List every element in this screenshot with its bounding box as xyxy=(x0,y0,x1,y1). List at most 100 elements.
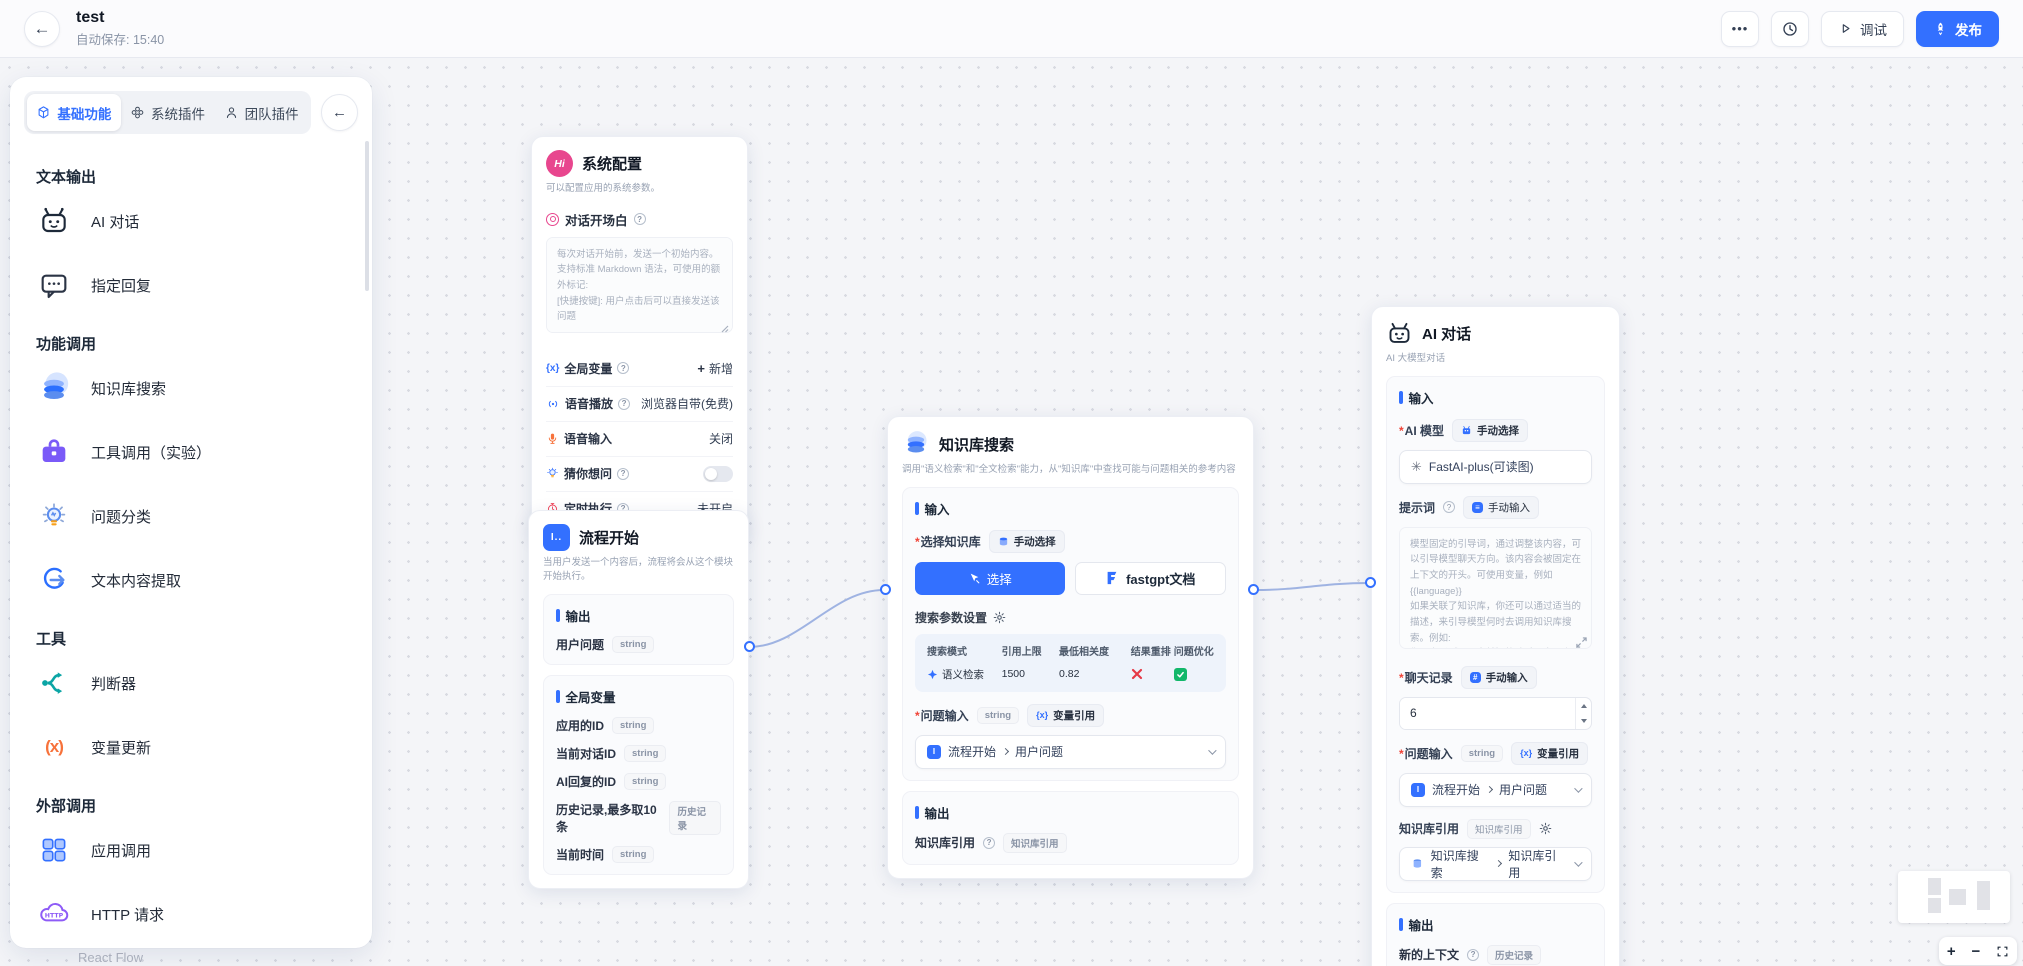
section-bar xyxy=(556,689,560,703)
section-title: 输出 xyxy=(1408,918,1434,933)
question-icon[interactable]: ? xyxy=(633,213,646,226)
question-icon[interactable]: ? xyxy=(1443,501,1456,514)
minimap-node xyxy=(1928,898,1941,913)
more-button[interactable]: ••• xyxy=(1721,10,1759,47)
module-item-tool-call[interactable]: 工具调用（实验） xyxy=(36,420,346,484)
flow-start-mini-icon: I xyxy=(1411,782,1425,797)
variable-ref-label: 变量引用 xyxy=(1053,709,1096,722)
panel-scrollbar[interactable] xyxy=(365,141,369,291)
node-header: AI 对话 xyxy=(1386,320,1605,347)
search-mode-value: 语义检索 xyxy=(942,668,984,681)
voice-input-value[interactable]: 关闭 xyxy=(708,432,733,447)
handle-dataset-search-source[interactable] xyxy=(1248,584,1259,595)
plugin-icon xyxy=(131,106,144,119)
tab-team-plugins[interactable]: 团队插件 xyxy=(214,94,308,131)
node-subtitle: 可以配置应用的系统参数。 xyxy=(546,183,661,194)
stepper-up-button[interactable] xyxy=(1576,698,1591,714)
module-item-http-request[interactable]: HTTP HTTP 请求 xyxy=(36,882,346,946)
handle-dataset-search-target[interactable] xyxy=(880,584,891,595)
global-row: 当前时间 string xyxy=(556,845,721,863)
tts-value[interactable]: 浏览器自带(免费) xyxy=(641,397,733,412)
variable-ref-chip[interactable]: {x} 变量引用 xyxy=(1511,741,1589,765)
minimap-node xyxy=(1928,878,1941,895)
choose-dataset-button[interactable]: 选择 xyxy=(915,561,1065,595)
resize-handle-icon[interactable] xyxy=(719,323,729,333)
history-count-input[interactable] xyxy=(1400,697,1575,729)
edge-dataset-search-to-ai-chat[interactable] xyxy=(1255,582,1370,591)
topbar-actions: ••• 调试 发布 xyxy=(1721,10,1999,47)
expand-icon[interactable] xyxy=(1576,637,1587,648)
stepper-down-button[interactable] xyxy=(1576,713,1591,729)
module-item-variable-update[interactable]: (x) 变量更新 xyxy=(36,715,346,779)
tab-label: 系统插件 xyxy=(151,106,205,122)
node-dataset-search[interactable]: 知识库搜索 调用"语义检索"和"全文检索"能力，从"知识库"中查找可能与问题相关… xyxy=(887,416,1254,879)
question-icon[interactable]: ? xyxy=(983,836,996,849)
add-variable-button[interactable]: + 新增 xyxy=(697,360,733,377)
prompt-textarea[interactable] xyxy=(1399,526,1592,649)
module-panel: 基础功能 系统插件 团队插件 xyxy=(10,77,372,948)
handle-flow-start-source[interactable] xyxy=(744,641,755,652)
node-ai-chat[interactable]: AI 对话 AI 大模型对话 输入 *AI 模型 手 xyxy=(1371,306,1620,966)
collapse-panel-button[interactable]: ← xyxy=(321,94,358,131)
limit-cell: 1500 xyxy=(1001,668,1025,681)
node-system-config[interactable]: Hi 系统配置 可以配置应用的系统参数。 对话开场白 ? {x} 全局 xyxy=(531,136,748,540)
gear-icon[interactable] xyxy=(1539,822,1552,835)
quote-source-select[interactable]: 知识库搜索 知识库引用 xyxy=(1399,846,1592,881)
module-item-app-call[interactable]: 应用调用 xyxy=(36,818,346,882)
question-icon[interactable]: ? xyxy=(617,467,630,480)
module-item-ai-chat[interactable]: AI 对话 xyxy=(36,189,346,253)
section-title: 输入 xyxy=(924,502,950,517)
manual-select-chip[interactable]: 手动选择 xyxy=(988,529,1065,553)
col-header: 引用上限 xyxy=(1001,646,1042,658)
question-guide-toggle[interactable] xyxy=(703,465,733,482)
fit-view-button[interactable] xyxy=(1996,945,2009,958)
history-button[interactable] xyxy=(1771,10,1809,47)
module-item-condition[interactable]: 判断器 xyxy=(36,651,346,715)
module-item-label: 变量更新 xyxy=(91,739,152,757)
module-list: 文本输出 AI 对话 xyxy=(10,144,372,948)
module-item-question-classify[interactable]: 问题分类 xyxy=(36,484,346,548)
welcome-textarea[interactable] xyxy=(546,236,733,333)
module-item-dataset-search[interactable]: 知识库搜索 xyxy=(36,356,346,420)
question-icon[interactable]: ? xyxy=(618,397,631,410)
debug-button[interactable]: 调试 xyxy=(1821,10,1904,47)
question-icon[interactable]: ? xyxy=(617,362,630,375)
manual-input-chip[interactable]: ≡ 手动输入 xyxy=(1463,495,1540,519)
handle-ai-chat-target[interactable] xyxy=(1365,577,1376,588)
question-icon[interactable]: ? xyxy=(1467,948,1480,961)
publish-button[interactable]: 发布 xyxy=(1916,10,1999,47)
play-icon xyxy=(1842,24,1850,33)
question-source-select[interactable]: I 流程开始 用户问题 xyxy=(1399,772,1592,807)
system-config-avatar: Hi xyxy=(546,150,573,177)
system-config-rows: {x} 全局变量 ? + 新增 语音播放 xyxy=(546,351,733,526)
model-select[interactable]: ✳ FastAI-plus(可读图) xyxy=(1399,449,1592,484)
tab-system-plugins[interactable]: 系统插件 xyxy=(121,94,215,131)
zoom-in-button[interactable]: + xyxy=(1946,942,1956,960)
question-source-select[interactable]: I 流程开始 用户问题 xyxy=(915,734,1226,769)
section-title-row: 输出 xyxy=(915,803,1226,822)
tab-basic-modules[interactable]: 基础功能 xyxy=(27,94,121,131)
module-item-assigned-reply[interactable]: 指定回复 xyxy=(36,253,346,317)
module-item-content-extract[interactable]: 文本内容提取 xyxy=(36,548,346,612)
zoom-out-button[interactable]: − xyxy=(1971,942,1981,960)
section-title: 文本输出 xyxy=(36,169,97,186)
selected-dataset-tag[interactable]: fastgpt文档 xyxy=(1074,561,1226,595)
edge-flow-start-to-dataset-search[interactable] xyxy=(748,589,885,648)
search-params-button[interactable]: 搜索参数设置 xyxy=(915,609,1226,626)
variable-ref-chip[interactable]: {x} 变量引用 xyxy=(1027,703,1105,727)
toolbox-icon xyxy=(36,434,72,470)
question-input-label-row: *问题输入 string {x} 变量引用 xyxy=(1399,741,1592,765)
manual-input-chip[interactable]: # 手动输入 xyxy=(1460,665,1537,689)
source-node: 知识库搜索 xyxy=(1430,848,1479,880)
rerank-cell xyxy=(1131,668,1174,680)
section-title-row: 全局变量 xyxy=(556,687,721,706)
table-value-row: 语义检索 1500 0.82 xyxy=(927,658,1214,682)
section-bar xyxy=(1399,390,1403,404)
chevron-right-icon xyxy=(1495,860,1503,868)
minimap[interactable] xyxy=(1898,871,2010,923)
manual-select-chip[interactable]: 手动选择 xyxy=(1452,418,1529,442)
module-item-laf-function[interactable]: Laf 函数调用（测试） xyxy=(36,946,346,948)
person-icon xyxy=(226,107,236,119)
back-button[interactable]: ← xyxy=(24,10,60,47)
node-flow-start[interactable]: I.. 流程开始 当用户发送一个内容后，流程将会从这个模块开始执行。 输出 用户… xyxy=(528,510,749,889)
